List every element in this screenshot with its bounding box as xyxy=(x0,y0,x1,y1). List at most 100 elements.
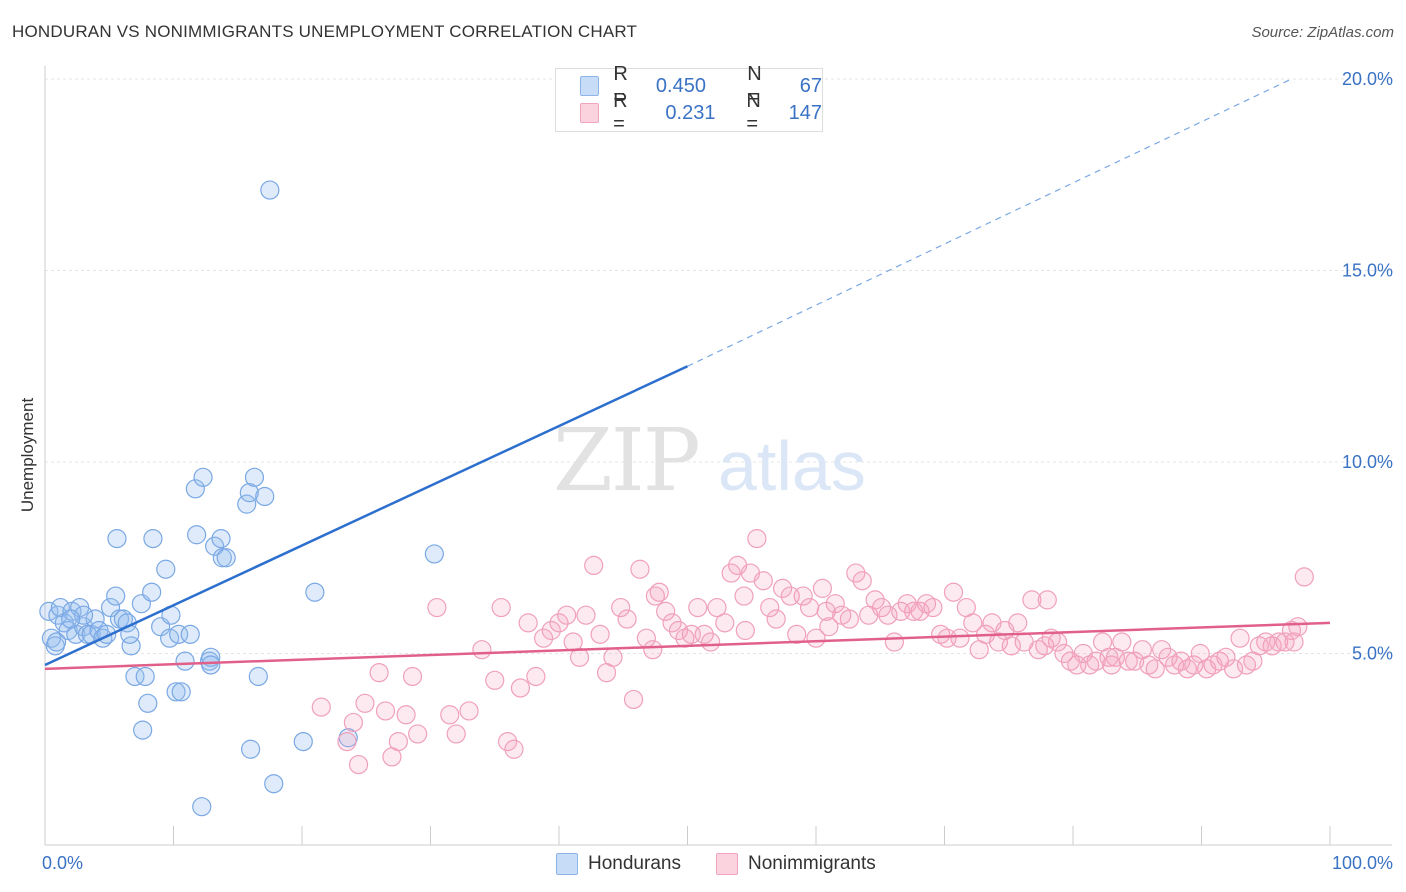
data-point-nonimmigrants xyxy=(510,678,531,698)
data-point-hondurans xyxy=(106,586,126,606)
watermark-zip: ZIP xyxy=(553,411,699,511)
data-point-nonimmigrants xyxy=(721,563,741,583)
data-point-nonimmigrants xyxy=(1054,643,1074,664)
tick-labels: 5.0% 10.0% 15.0% 20.0% 0.0% 100.0% xyxy=(42,69,1393,873)
series-hondurans xyxy=(39,180,444,817)
data-point-nonimmigrants xyxy=(819,617,839,637)
n-value: 67 xyxy=(799,74,823,97)
data-point-nonimmigrants xyxy=(1125,651,1145,671)
data-point-nonimmigrants xyxy=(1099,647,1119,667)
data-point-nonimmigrants xyxy=(343,712,363,733)
data-point-nonimmigrants xyxy=(1145,659,1165,679)
r-value: 0.450 xyxy=(655,74,706,97)
data-point-nonimmigrants xyxy=(576,605,596,625)
data-point-nonimmigrants xyxy=(772,578,793,598)
data-point-nonimmigrants xyxy=(793,586,813,606)
trend-line-nonimmigrants xyxy=(44,621,1331,671)
data-point-nonimmigrants xyxy=(630,559,650,579)
data-point-nonimmigrants xyxy=(526,666,546,687)
data-point-hondurans xyxy=(48,605,68,625)
data-point-hondurans xyxy=(85,609,105,629)
data-point-nonimmigrants xyxy=(1294,567,1314,587)
data-point-nonimmigrants xyxy=(408,724,428,744)
data-point-nonimmigrants xyxy=(549,613,569,633)
data-point-nonimmigrants xyxy=(590,624,610,644)
data-point-nonimmigrants xyxy=(311,697,331,717)
data-point-nonimmigrants xyxy=(1171,651,1191,671)
data-point-nonimmigrants xyxy=(348,754,369,775)
trend-lines xyxy=(44,78,1331,671)
data-point-nonimmigrants xyxy=(846,563,866,583)
data-point-hondurans xyxy=(46,632,67,652)
data-point-nonimmigrants xyxy=(1001,636,1021,656)
data-point-nonimmigrants xyxy=(1288,617,1308,637)
trend-line-hondurans xyxy=(44,365,689,667)
data-point-nonimmigrants xyxy=(355,693,375,713)
data-point-hondurans xyxy=(156,559,176,579)
data-point-nonimmigrants xyxy=(1101,655,1122,675)
watermark-atlas: atlas xyxy=(718,427,866,505)
data-point-nonimmigrants xyxy=(668,620,689,641)
data-point-nonimmigrants xyxy=(963,613,983,633)
data-point-nonimmigrants xyxy=(485,670,505,690)
data-point-nonimmigrants xyxy=(649,582,669,602)
data-point-hondurans xyxy=(293,731,313,752)
data-point-hondurans xyxy=(169,624,189,644)
legend-row-hondurans: R = 0.450 N = 67 xyxy=(580,63,823,108)
data-point-nonimmigrants xyxy=(1086,651,1106,671)
data-point-hondurans xyxy=(305,582,325,602)
r-value: 0.231 xyxy=(665,101,716,124)
data-point-nonimmigrants xyxy=(1184,655,1204,675)
data-point-nonimmigrants xyxy=(816,601,836,621)
data-point-nonimmigrants xyxy=(701,632,721,652)
data-point-hondurans xyxy=(185,479,205,499)
data-point-nonimmigrants xyxy=(787,624,807,644)
data-point-nonimmigrants xyxy=(557,605,577,625)
y-tick-label: 5.0% xyxy=(1352,644,1393,664)
chart-title: HONDURAN VS NONIMMIGRANTS UNEMPLOYMENT C… xyxy=(12,22,638,41)
data-point-nonimmigrants xyxy=(812,578,833,598)
data-point-hondurans xyxy=(166,682,186,702)
data-point-nonimmigrants xyxy=(643,640,663,660)
data-point-hondurans xyxy=(255,486,275,507)
data-point-nonimmigrants xyxy=(472,640,492,660)
y-tick-label: 10.0% xyxy=(1342,452,1393,472)
data-point-nonimmigrants xyxy=(806,628,826,648)
data-point-nonimmigrants xyxy=(884,632,904,652)
data-point-hondurans xyxy=(138,693,158,713)
data-point-nonimmigrants xyxy=(1152,640,1172,660)
data-point-nonimmigrants xyxy=(943,582,964,602)
data-point-nonimmigrants xyxy=(1158,647,1178,667)
stats-legend: R = 0.450 N = 67 R = 0.231 N = 147 xyxy=(555,63,823,135)
n-value: 147 xyxy=(788,101,823,124)
data-point-hondurans xyxy=(205,536,225,556)
data-point-nonimmigrants xyxy=(760,597,780,618)
grid-lines xyxy=(45,78,1392,654)
series-nonimmigrants xyxy=(311,528,1314,775)
data-point-nonimmigrants xyxy=(396,705,416,725)
data-point-nonimmigrants xyxy=(440,705,460,725)
data-point-hondurans xyxy=(211,528,231,549)
data-point-hondurans xyxy=(244,467,265,487)
data-point-nonimmigrants xyxy=(950,628,970,648)
data-point-hondurans xyxy=(241,739,261,759)
data-point-hondurans xyxy=(424,544,444,564)
data-point-hondurans xyxy=(66,624,86,644)
data-point-hondurans xyxy=(143,528,163,549)
data-point-nonimmigrants xyxy=(923,597,943,618)
data-point-nonimmigrants xyxy=(747,528,767,549)
watermark: ZIP atlas xyxy=(553,411,866,511)
legend-swatch-hondurans xyxy=(580,76,600,96)
data-point-nonimmigrants xyxy=(541,620,561,641)
legend-swatch-nonimmigrants xyxy=(716,853,738,875)
x-tick-label-min: 0.0% xyxy=(42,853,83,873)
data-point-nonimmigrants xyxy=(402,666,423,687)
legend-row-nonimmigrants: R = 0.231 N = 147 xyxy=(580,90,823,135)
data-point-nonimmigrants xyxy=(910,601,930,621)
data-point-hondurans xyxy=(216,548,236,568)
data-point-hondurans xyxy=(237,494,257,514)
data-point-hondurans xyxy=(61,609,81,629)
n-label: N = xyxy=(746,90,761,135)
data-point-nonimmigrants xyxy=(662,613,682,633)
